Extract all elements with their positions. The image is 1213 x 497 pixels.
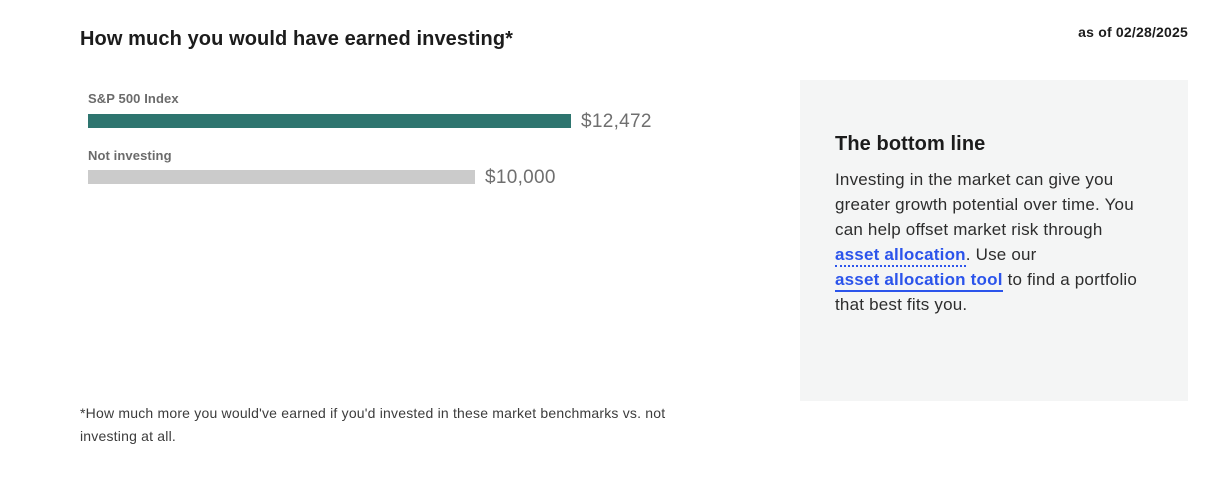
bottom-line-text-part2: . Use our	[965, 245, 1037, 264]
bar-label-sp500: S&P 500 Index	[88, 91, 179, 106]
bar-sp500	[88, 114, 571, 128]
footnote: *How much more you would've earned if yo…	[80, 405, 666, 444]
bar-not-investing	[88, 170, 475, 184]
as-of-date: as of 02/28/2025	[1078, 24, 1188, 40]
bar-value-sp500: $12,472	[581, 110, 652, 132]
bottom-line-text: Investing in the market can give you gre…	[835, 167, 1153, 317]
bar-row-not-investing: $10,000	[88, 166, 556, 188]
asset-allocation-link[interactable]: asset allocation	[835, 245, 966, 267]
page-title: How much you would have earned investing…	[80, 28, 514, 50]
bar-value-not-investing: $10,000	[485, 166, 556, 188]
bar-row-sp500: $12,472	[88, 110, 652, 132]
bottom-line-title: The bottom line	[835, 133, 986, 155]
bottom-line-callout: The bottom line Investing in the market …	[800, 80, 1188, 401]
bar-label-not-investing: Not investing	[88, 148, 172, 163]
asset-allocation-tool-link[interactable]: asset allocation tool	[835, 270, 1003, 292]
bottom-line-text-part3: to find a portfolio that best fits you.	[835, 270, 1138, 314]
bottom-line-text-part1: Investing in the market can give you gre…	[835, 170, 1134, 239]
